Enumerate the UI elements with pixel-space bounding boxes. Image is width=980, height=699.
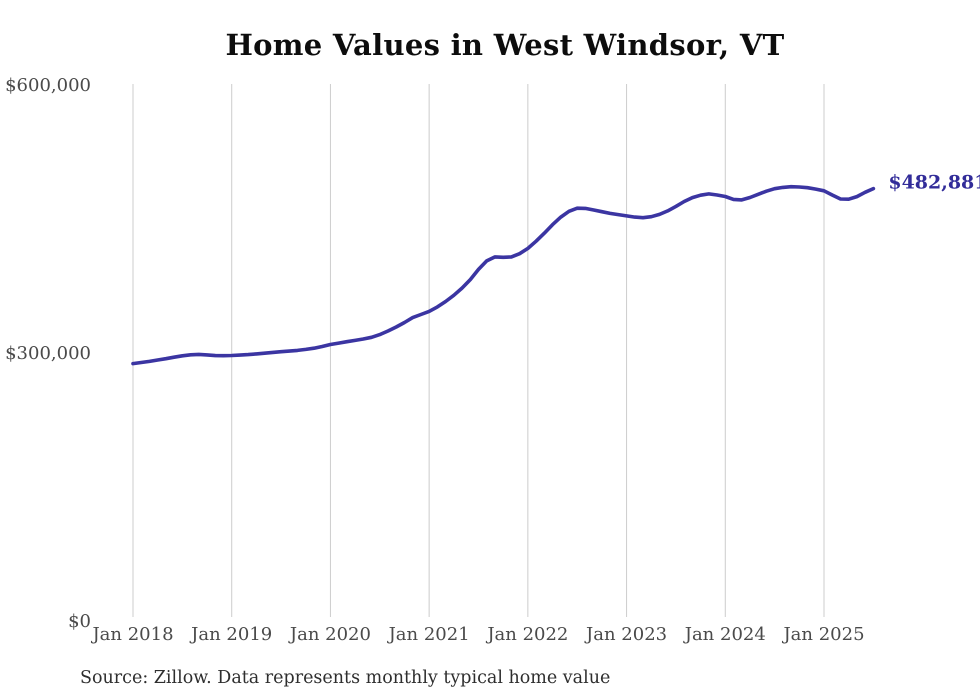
home-value-line	[131, 184, 876, 366]
x-tick-label: Jan 2025	[781, 624, 864, 645]
x-tick-label: Jan 2020	[288, 624, 371, 645]
x-tick-label: Jan 2018	[90, 624, 173, 645]
y-tick-label: $0	[68, 611, 91, 632]
x-tick-label: Jan 2023	[584, 624, 667, 645]
x-tick-label: Jan 2019	[189, 624, 272, 645]
x-tick-label: Jan 2024	[683, 624, 766, 645]
y-tick-label: $300,000	[5, 343, 91, 364]
x-tick-label: Jan 2022	[485, 624, 568, 645]
x-tick-label: Jan 2021	[387, 624, 470, 645]
chart-title: Home Values in West Windsor, VT	[225, 28, 785, 62]
end-value-label: $482,881	[888, 172, 980, 194]
y-tick-label: $600,000	[5, 75, 91, 96]
source-note: Source: Zillow. Data represents monthly …	[80, 668, 611, 688]
